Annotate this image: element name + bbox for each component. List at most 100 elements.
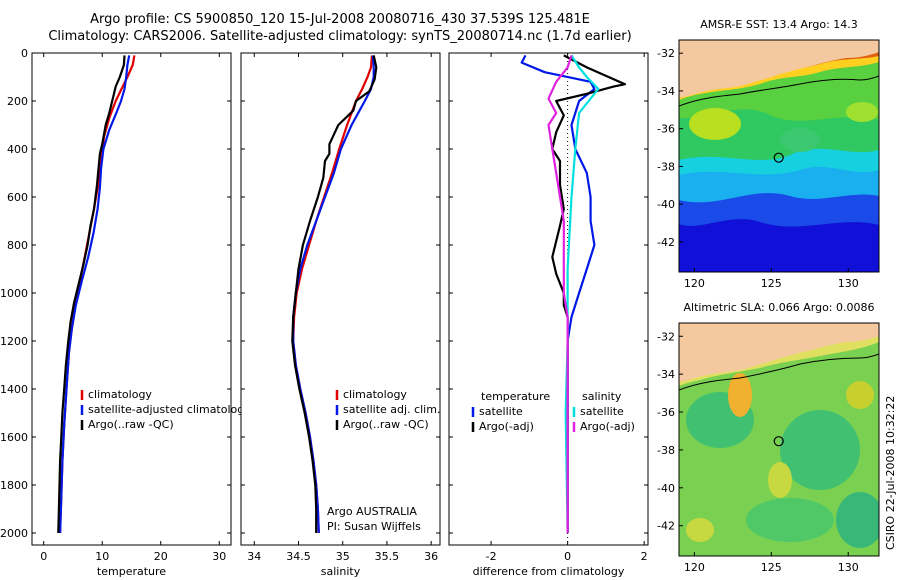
y-tick-label: 200 xyxy=(7,95,28,108)
x-axis-label: difference from climatology xyxy=(473,565,625,578)
sst-map: AMSR-E SST: 13.4 Argo: 14.3 120 125 130 -32 -… xyxy=(657,18,880,290)
x-tick-label: 0 xyxy=(564,550,571,563)
sla-low-patch xyxy=(836,492,879,548)
series-line-2 xyxy=(551,54,627,533)
map-x-tick-label: 125 xyxy=(761,561,782,574)
y-tick-label: 1800 xyxy=(0,479,28,492)
legend-label: climatology xyxy=(88,388,152,401)
legend-label: Argo(..raw -QC) xyxy=(88,418,174,431)
map-x-tick-label: 125 xyxy=(761,277,782,290)
panel-frame xyxy=(448,52,649,546)
map-y-tick-label: -36 xyxy=(657,406,675,419)
map-x-tick-label: 120 xyxy=(684,561,705,574)
sla-high-patch xyxy=(728,373,752,417)
y-tick-label: 400 xyxy=(7,143,28,156)
pi-annotation: PI: Susan Wijffels xyxy=(327,520,421,533)
x-tick-label: 34 xyxy=(247,550,261,563)
argo-group-annotation: Argo AUSTRALIA xyxy=(327,505,417,518)
legend-label: climatology xyxy=(343,388,407,401)
sla-low-patch xyxy=(746,498,834,542)
y-tick-label: 1000 xyxy=(0,287,28,300)
series-group xyxy=(57,55,136,534)
land-mass xyxy=(679,40,879,98)
y-tick-label: 1400 xyxy=(0,383,28,396)
y-tick-label: 800 xyxy=(7,239,28,252)
y-tick-label: 0 xyxy=(21,47,28,60)
legend-label: Argo(-adj) xyxy=(479,420,534,433)
profile-panel-3: -2 0 2 difference from climatology temperatu… xyxy=(448,52,649,578)
x-tick-label: 10 xyxy=(95,550,109,563)
map-y-tick-label: -34 xyxy=(657,85,675,98)
x-axis-label: temperature xyxy=(97,565,166,578)
map-x-tick-label: 130 xyxy=(838,277,859,290)
x-tick-label: 20 xyxy=(154,550,168,563)
float-position-marker xyxy=(773,152,784,163)
legend-title: salinity xyxy=(582,390,622,403)
timestamp-note: CSIRO 22-Jul-2008 10:32:22 xyxy=(884,396,897,550)
x-tick-label: 36 xyxy=(424,550,438,563)
sst-warm-patch xyxy=(846,102,878,122)
x-tick-label: 30 xyxy=(212,550,226,563)
y-tick-label: 1200 xyxy=(0,335,28,348)
series-line-4 xyxy=(547,55,573,533)
sla-high-patch xyxy=(768,462,792,498)
x-tick-label: -2 xyxy=(486,550,497,563)
map-y-tick-label: -42 xyxy=(657,520,675,533)
x-tick-label: 35 xyxy=(336,550,350,563)
profile-panel-2: 34 34.5 35 35.5 36 salinity climatology satelli… xyxy=(240,52,441,578)
legend-label: satellite xyxy=(580,405,624,418)
map-frame xyxy=(678,322,880,557)
map-y-tick-label: -32 xyxy=(657,330,675,343)
sla-low-patch xyxy=(780,410,860,490)
map-x-tick-label: 130 xyxy=(838,561,859,574)
series-line-1 xyxy=(520,54,596,533)
x-tick-label: 0 xyxy=(40,550,47,563)
y-tick-label: 2000 xyxy=(0,527,28,540)
map-y-tick-label: -42 xyxy=(657,236,675,249)
sla-high-patch xyxy=(846,381,874,409)
contour-line xyxy=(679,75,879,107)
map-y-tick-label: -38 xyxy=(657,444,675,457)
figure-title-line1: Argo profile: CS 5900850_120 15-Jul-2008… xyxy=(90,12,590,27)
map-x-tick-label: 120 xyxy=(684,277,705,290)
y-tick-label: 600 xyxy=(7,191,28,204)
series-line-2 xyxy=(59,55,131,534)
map-y-tick-label: -36 xyxy=(657,123,675,136)
panel-frame xyxy=(240,52,441,546)
land-mass xyxy=(679,323,879,382)
x-tick-label: 34.5 xyxy=(286,550,311,563)
map-frame xyxy=(678,39,880,273)
map-field xyxy=(679,323,879,556)
profile-panel-1: 0 200 400 600 800 1000 1200 1400 1600 1800 2000 0 10… xyxy=(0,47,244,578)
legend-label: Argo(..raw -QC) xyxy=(343,418,429,431)
series-group xyxy=(520,54,627,534)
x-axis-label: salinity xyxy=(321,565,361,578)
legend-label: satellite xyxy=(479,405,523,418)
y-tick-label: 1600 xyxy=(0,431,28,444)
map-y-tick-label: -38 xyxy=(657,160,675,173)
float-position-marker xyxy=(773,436,784,447)
map-field xyxy=(679,40,879,272)
legend-label: satellite-adjusted climatolog xyxy=(88,403,244,416)
map-y-tick-label: -34 xyxy=(657,368,675,381)
map-title: Altimetric SLA: 0.066 Argo: 0.0086 xyxy=(683,301,874,314)
figure-title-line2: Climatology: CARS2006. Satellite-adjuste… xyxy=(48,29,632,44)
x-tick-label: 35.5 xyxy=(375,550,400,563)
map-y-tick-label: -40 xyxy=(657,198,675,211)
series-line-3 xyxy=(291,55,378,533)
map-title: AMSR-E SST: 13.4 Argo: 14.3 xyxy=(700,18,858,31)
series-group xyxy=(291,55,378,534)
legend-label: satellite adj. clim. xyxy=(343,403,440,416)
legend-title: temperature xyxy=(481,390,550,403)
sla-high-patch xyxy=(686,518,714,542)
sst-patch xyxy=(780,128,820,152)
contour-line xyxy=(679,353,879,391)
sla-map: Altimetric SLA: 0.066 Argo: 0.0086 120 125… xyxy=(657,301,880,574)
legend-label: Argo(-adj) xyxy=(580,420,635,433)
sst-warm-patch xyxy=(689,108,741,140)
map-y-tick-label: -40 xyxy=(657,482,675,495)
map-y-tick-label: -32 xyxy=(657,47,675,60)
series-line-3 xyxy=(57,55,126,534)
x-tick-label: 2 xyxy=(641,550,648,563)
